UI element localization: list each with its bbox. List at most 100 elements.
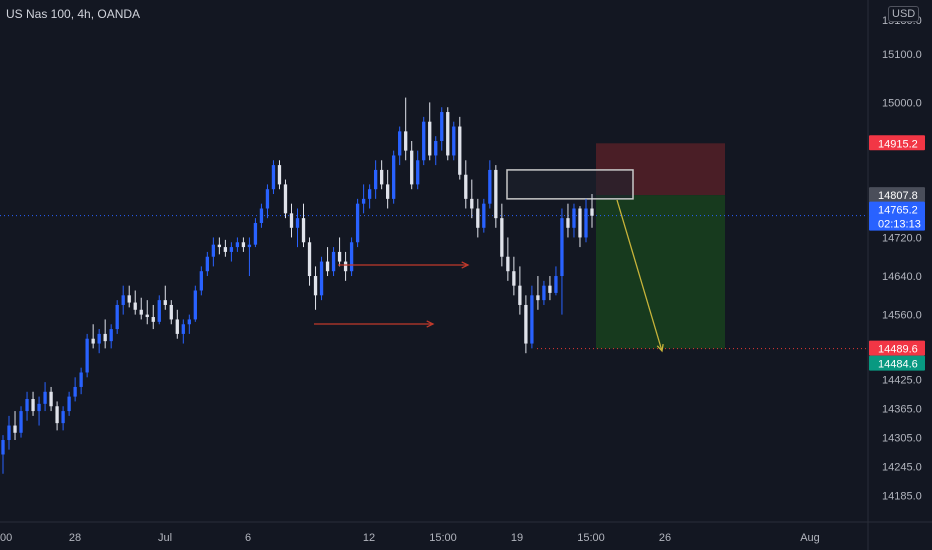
y-axis-tick-label: 14720.0 — [882, 232, 922, 244]
candle-body — [241, 242, 246, 248]
candle-body — [458, 126, 462, 175]
arrow-head — [461, 261, 470, 269]
candle-body — [325, 261, 330, 272]
candle — [73, 377, 77, 402]
candle-body — [398, 131, 402, 156]
red-arrow-upper — [338, 261, 470, 269]
candle-body — [416, 160, 420, 185]
candle-body — [139, 309, 143, 315]
candle-body — [277, 165, 282, 185]
candle-body — [7, 425, 11, 441]
candle-body — [97, 333, 101, 344]
x-axis-tick-label: 26 — [659, 532, 671, 544]
candle — [337, 237, 342, 267]
candle — [494, 165, 498, 228]
supply-zone-box — [506, 169, 634, 200]
candle — [379, 160, 384, 190]
candle — [253, 218, 258, 248]
x-axis-tick-label: 00 — [0, 532, 12, 544]
candle-body — [361, 198, 366, 204]
candle — [109, 324, 113, 349]
candle-body — [289, 213, 294, 228]
red-arrow-lower — [314, 320, 435, 328]
symbol-title: US Nas 100, 4h, OANDA — [6, 7, 141, 21]
price-label-entry: 14807.8 — [869, 187, 925, 203]
candle — [367, 184, 372, 209]
candle — [1, 435, 5, 474]
price-label-text: 14807.8 — [878, 190, 918, 202]
candle — [355, 198, 360, 248]
candle — [67, 391, 71, 416]
candle-body — [175, 319, 179, 334]
candle-body — [446, 112, 450, 156]
take-profit-zone — [596, 195, 725, 349]
candle-body — [133, 302, 137, 310]
candle-body — [392, 155, 396, 199]
candle — [121, 285, 125, 315]
candle-body — [25, 399, 29, 412]
candle — [398, 126, 402, 166]
candle-body — [367, 189, 372, 199]
candle-body — [524, 304, 528, 344]
candle — [458, 116, 462, 180]
candle — [325, 247, 330, 277]
price-label-stop: 14915.2 — [869, 135, 925, 151]
candle — [127, 285, 131, 308]
candle — [536, 276, 540, 310]
candle-body — [542, 285, 546, 301]
candle-body — [295, 218, 300, 228]
candle-body — [121, 295, 125, 305]
candle-body — [476, 208, 480, 228]
price-label-text: 14765.2 — [878, 205, 918, 217]
candle — [428, 102, 432, 161]
price-label-current: 14765.2 — [869, 201, 925, 217]
yellow-projection-arrow — [616, 199, 664, 353]
candle-body — [500, 218, 504, 257]
candle — [25, 391, 29, 421]
candle-body — [235, 242, 240, 248]
candle-body — [253, 222, 258, 245]
candle-body — [313, 276, 318, 296]
candle — [145, 300, 149, 325]
currency-button[interactable]: USD — [888, 6, 920, 22]
candle-body — [229, 247, 234, 252]
candle — [193, 285, 197, 322]
candle — [392, 150, 396, 204]
x-axis-tick-label: Aug — [800, 532, 820, 544]
price-label-bg — [869, 187, 925, 203]
candle-body — [434, 140, 438, 156]
candle-body — [67, 396, 71, 412]
arrow-head — [656, 343, 664, 353]
candle — [19, 406, 23, 438]
candle-body — [379, 169, 384, 185]
candle — [217, 237, 222, 255]
price-label-text: 02:13:13 — [878, 219, 921, 231]
candle-body — [109, 329, 113, 342]
candle-body — [193, 290, 197, 320]
candle-body — [536, 295, 540, 301]
y-axis-tick-label: 14245.0 — [882, 462, 922, 474]
arrow-shaft — [616, 199, 663, 352]
price-label-target-green: 14484.6 — [869, 355, 925, 371]
x-axis-tick-label: 6 — [245, 532, 251, 544]
candle-body — [43, 391, 47, 404]
candle — [97, 329, 101, 354]
candle-body — [428, 121, 432, 156]
candle — [590, 194, 594, 228]
candle — [241, 237, 246, 252]
price-label-bg — [869, 135, 925, 151]
price-label-bg — [869, 355, 925, 371]
candle-body — [506, 256, 510, 272]
candle — [361, 184, 366, 214]
candle — [235, 237, 240, 252]
candle-body — [151, 317, 155, 322]
candle-body — [199, 271, 203, 291]
candle — [289, 203, 294, 238]
candle-body — [349, 242, 354, 272]
candle-body — [554, 276, 558, 293]
candle — [85, 333, 89, 378]
candle-body — [566, 218, 570, 228]
candle-body — [355, 203, 360, 243]
